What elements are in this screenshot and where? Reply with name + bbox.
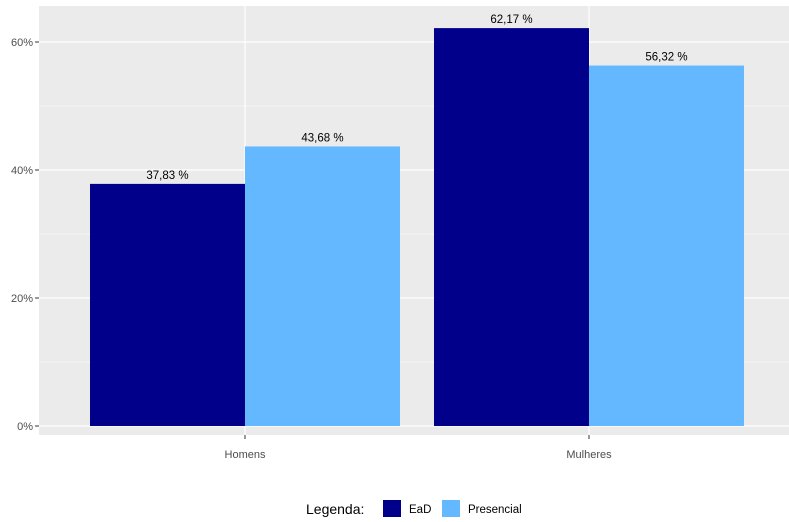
bar-ead-homens [90, 184, 245, 426]
legend: Legenda: EaD Presencial [306, 500, 522, 517]
y-tick-label: 0% [17, 421, 33, 433]
data-label: 62,17 % [490, 14, 532, 26]
x-tick-label: Homens [225, 449, 266, 461]
y-tick-label: 60% [11, 37, 33, 49]
legend-key-presencial [442, 500, 460, 517]
legend-label-presencial: Presencial [468, 504, 522, 516]
y-axis: 0% 20% 40% 60% [11, 37, 39, 433]
data-label: 56,32 % [645, 52, 687, 64]
y-tick-label: 20% [11, 293, 33, 305]
y-tick-label: 40% [11, 165, 33, 177]
bar-presencial-mulheres [589, 66, 744, 426]
bar-presencial-homens [245, 146, 400, 426]
legend-key-ead [383, 500, 401, 517]
bar-ead-mulheres [434, 28, 589, 426]
legend-label-ead: EaD [409, 504, 431, 516]
x-tick-label: Mulheres [566, 449, 612, 461]
data-label: 37,83 % [146, 170, 188, 182]
legend-title: Legenda: [306, 501, 364, 517]
x-axis: Homens Mulheres [225, 435, 613, 461]
data-label: 43,68 % [301, 132, 343, 144]
